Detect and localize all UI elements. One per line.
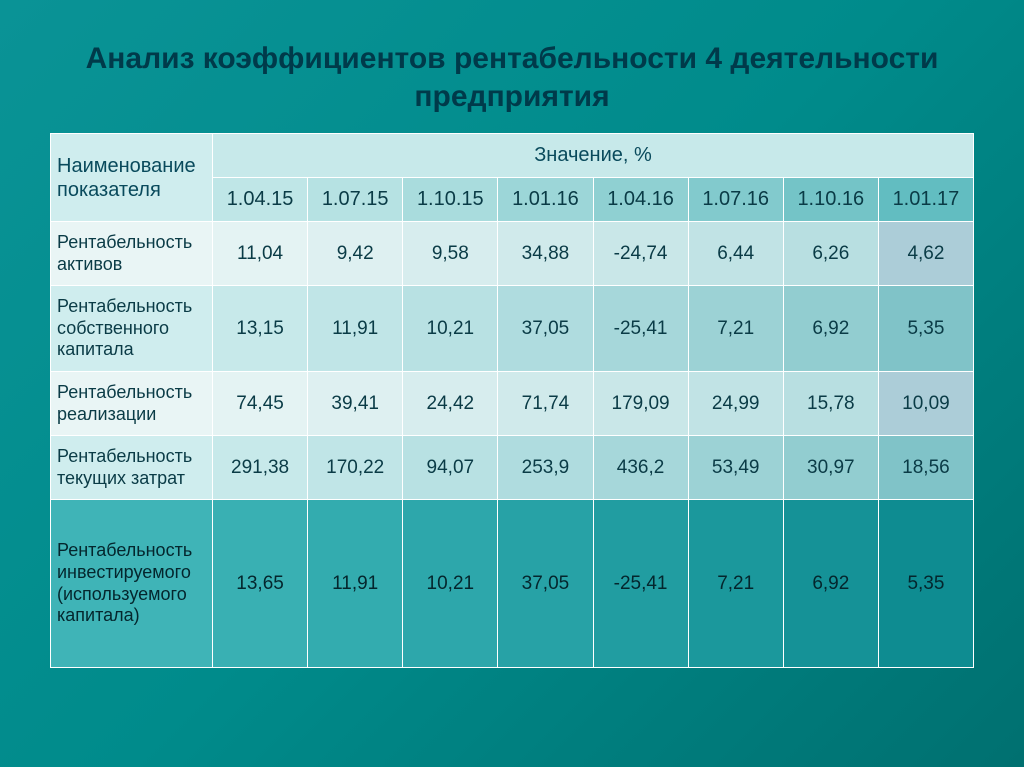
table-row: Рентабельность активов 11,04 9,42 9,58 3…	[51, 222, 974, 286]
row-label: Рентабельность реализации	[51, 371, 213, 435]
table-row: Рентабельность собственного капитала 13,…	[51, 286, 974, 372]
cell: 10,21	[403, 286, 498, 372]
cell: 37,05	[498, 500, 593, 667]
cell: 10,21	[403, 500, 498, 667]
cell: 71,74	[498, 371, 593, 435]
cell: 7,21	[688, 286, 783, 372]
period-6: 1.10.16	[783, 178, 878, 222]
cell: 30,97	[783, 436, 878, 500]
table-row: Рентабельность инвестируемого (используе…	[51, 500, 974, 667]
period-5: 1.07.16	[688, 178, 783, 222]
cell: 34,88	[498, 222, 593, 286]
cell: -24,74	[593, 222, 688, 286]
col-header-indicator: Наименование показателя	[51, 134, 213, 222]
slide-title: Анализ коэффициентов рентабельности 4 де…	[50, 40, 974, 115]
cell: 11,91	[308, 500, 403, 667]
cell: 13,15	[213, 286, 308, 372]
table-row: Рентабельность реализации 74,45 39,41 24…	[51, 371, 974, 435]
cell: -25,41	[593, 500, 688, 667]
cell: 37,05	[498, 286, 593, 372]
cell: -25,41	[593, 286, 688, 372]
row-label: Рентабельность собственного капитала	[51, 286, 213, 372]
row-label: Рентабельность инвестируемого (используе…	[51, 500, 213, 667]
period-1: 1.07.15	[308, 178, 403, 222]
period-0: 1.04.15	[213, 178, 308, 222]
row-label: Рентабельность активов	[51, 222, 213, 286]
cell: 11,04	[213, 222, 308, 286]
cell: 6,92	[783, 286, 878, 372]
cell: 13,65	[213, 500, 308, 667]
cell: 4,62	[878, 222, 973, 286]
cell: 94,07	[403, 436, 498, 500]
cell: 24,99	[688, 371, 783, 435]
period-2: 1.10.15	[403, 178, 498, 222]
cell: 5,35	[878, 286, 973, 372]
header-row-1: Наименование показателя Значение, %	[51, 134, 974, 178]
cell: 15,78	[783, 371, 878, 435]
period-3: 1.01.16	[498, 178, 593, 222]
cell: 53,49	[688, 436, 783, 500]
cell: 436,2	[593, 436, 688, 500]
cell: 6,44	[688, 222, 783, 286]
cell: 291,38	[213, 436, 308, 500]
profitability-table: Наименование показателя Значение, % 1.04…	[50, 133, 974, 668]
cell: 5,35	[878, 500, 973, 667]
cell: 10,09	[878, 371, 973, 435]
cell: 18,56	[878, 436, 973, 500]
row-label: Рентабельность текущих затрат	[51, 436, 213, 500]
cell: 179,09	[593, 371, 688, 435]
cell: 9,58	[403, 222, 498, 286]
period-4: 1.04.16	[593, 178, 688, 222]
cell: 7,21	[688, 500, 783, 667]
cell: 6,26	[783, 222, 878, 286]
cell: 11,91	[308, 286, 403, 372]
cell: 74,45	[213, 371, 308, 435]
col-header-group: Значение, %	[213, 134, 974, 178]
slide: Анализ коэффициентов рентабельности 4 де…	[0, 0, 1024, 767]
cell: 253,9	[498, 436, 593, 500]
cell: 170,22	[308, 436, 403, 500]
cell: 39,41	[308, 371, 403, 435]
period-7: 1.01.17	[878, 178, 973, 222]
cell: 6,92	[783, 500, 878, 667]
cell: 24,42	[403, 371, 498, 435]
cell: 9,42	[308, 222, 403, 286]
table-row: Рентабельность текущих затрат 291,38 170…	[51, 436, 974, 500]
